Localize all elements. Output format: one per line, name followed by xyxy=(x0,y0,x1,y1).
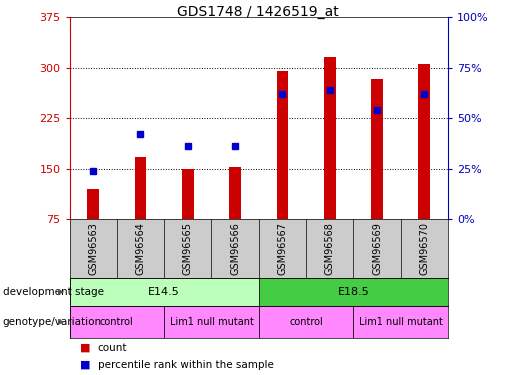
Text: ▶: ▶ xyxy=(58,287,64,296)
Text: GDS1748 / 1426519_at: GDS1748 / 1426519_at xyxy=(177,5,338,19)
Bar xyxy=(70,278,259,306)
Bar xyxy=(419,64,431,219)
Text: GSM96564: GSM96564 xyxy=(135,222,146,275)
Text: ■: ■ xyxy=(80,360,90,369)
Text: GSM96566: GSM96566 xyxy=(230,222,240,275)
Bar xyxy=(70,306,164,338)
Text: control: control xyxy=(100,316,134,327)
Text: GSM96570: GSM96570 xyxy=(419,222,430,275)
Text: control: control xyxy=(289,316,323,327)
Text: GSM96563: GSM96563 xyxy=(88,222,98,275)
Text: ■: ■ xyxy=(80,343,90,353)
Text: GSM96565: GSM96565 xyxy=(183,222,193,275)
Bar xyxy=(164,306,259,338)
Text: E18.5: E18.5 xyxy=(337,286,369,297)
Bar xyxy=(277,71,288,219)
Text: Lim1 null mutant: Lim1 null mutant xyxy=(359,316,443,327)
Text: E14.5: E14.5 xyxy=(148,286,180,297)
Bar xyxy=(324,57,336,219)
Text: percentile rank within the sample: percentile rank within the sample xyxy=(98,360,274,369)
Bar xyxy=(259,306,353,338)
Text: genotype/variation: genotype/variation xyxy=(3,316,101,327)
Bar xyxy=(87,189,99,219)
Bar xyxy=(371,79,383,219)
Text: GSM96568: GSM96568 xyxy=(325,222,335,275)
Bar xyxy=(134,157,146,219)
Text: ▶: ▶ xyxy=(58,317,64,326)
Bar xyxy=(353,306,448,338)
Bar xyxy=(229,167,241,219)
Bar xyxy=(259,278,448,306)
Text: development stage: development stage xyxy=(3,286,104,297)
Text: Lim1 null mutant: Lim1 null mutant xyxy=(169,316,253,327)
Text: GSM96569: GSM96569 xyxy=(372,222,382,275)
Text: count: count xyxy=(98,343,127,353)
Bar xyxy=(182,169,194,219)
Text: GSM96567: GSM96567 xyxy=(278,222,287,275)
